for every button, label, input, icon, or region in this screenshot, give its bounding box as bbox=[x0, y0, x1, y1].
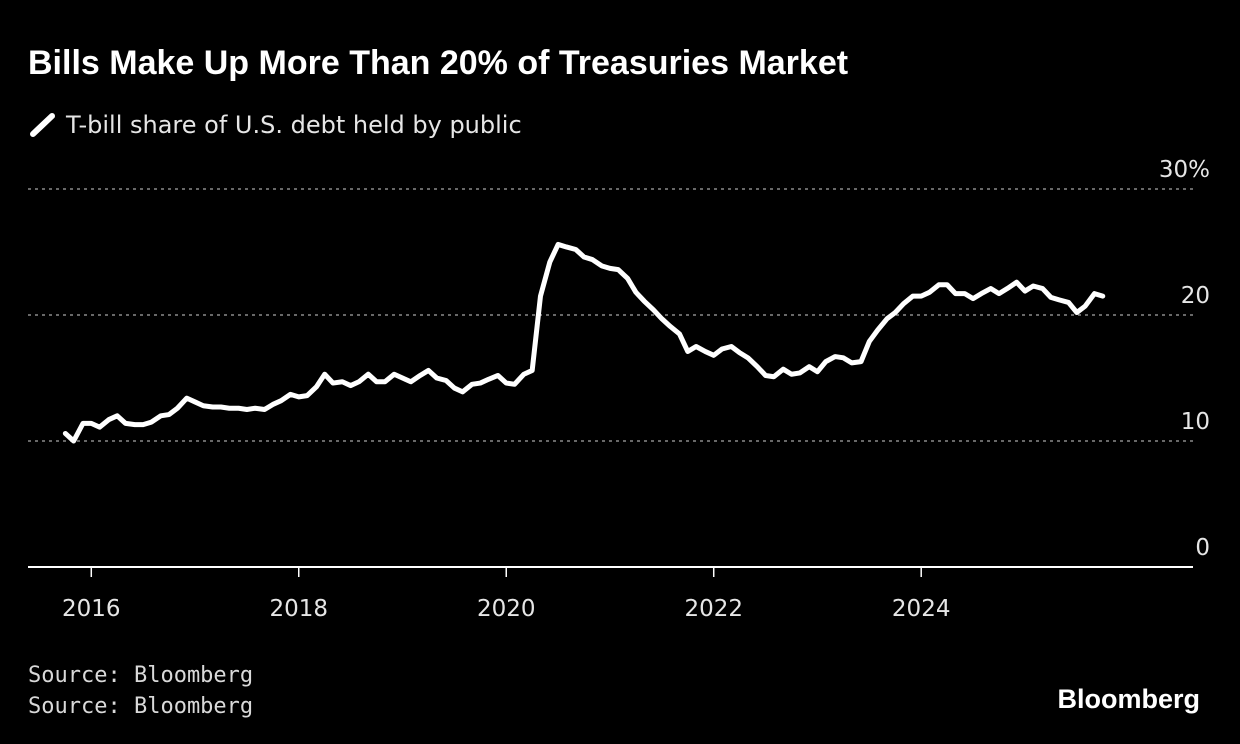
x-tick-label: 2016 bbox=[62, 596, 121, 622]
source: Source: Bloomberg bbox=[28, 663, 253, 688]
y-tick-label: 20 bbox=[1181, 283, 1210, 309]
chart-title: Bills Make Up More Than 20% of Treasurie… bbox=[28, 44, 848, 82]
x-tick-label: 2022 bbox=[684, 596, 743, 622]
logo: Bloomberg bbox=[1057, 684, 1200, 714]
y-tick-label: 0 bbox=[1195, 535, 1210, 561]
y-tick-label: 10 bbox=[1181, 409, 1210, 435]
legend-swatch bbox=[30, 113, 55, 137]
legend-label: T-bill share of U.S. debt held by public bbox=[65, 111, 522, 139]
y-tick-label: 30% bbox=[1159, 157, 1210, 183]
x-tick-label: 2024 bbox=[892, 596, 951, 622]
source: Source: Bloomberg bbox=[28, 694, 253, 719]
x-tick-label: 2020 bbox=[477, 596, 536, 622]
data-line bbox=[62, 241, 1106, 444]
x-tick-label: 2018 bbox=[269, 596, 328, 622]
